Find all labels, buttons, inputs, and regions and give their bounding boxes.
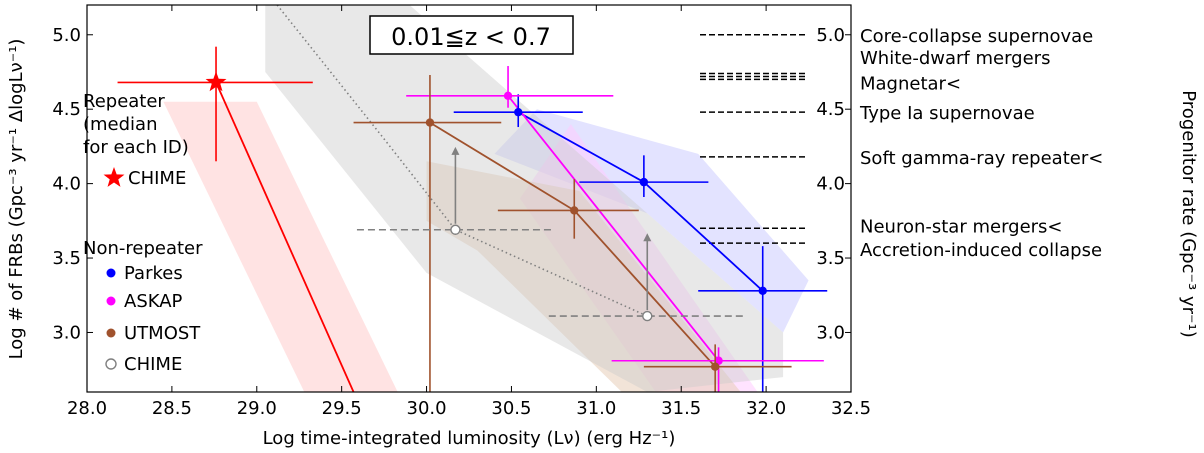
marker-dot-utmost [710,362,720,371]
legend-star-icon [103,167,125,187]
band-askap-ff00ff [519,124,758,392]
marker-dot-utmost [425,118,435,127]
progenitor-label: White-dwarf mergers [860,48,1050,69]
marker-dot-parkes [514,107,523,117]
progenitor-label: Type Ia supernovae [859,103,1035,124]
arrowhead-chime [451,146,460,155]
legend-open-circle-icon [105,358,117,370]
legend-label-repeater-chime: CHIME [128,168,186,189]
x-tick-label: 32.5 [831,398,871,419]
legend-label-askap: ASKAP [124,291,183,312]
legend-repeater-header: (median [83,114,158,135]
legend-label-chime: CHIME [124,354,182,375]
marker-dot-utmost [570,206,579,215]
x-tick-label: 30.0 [407,398,447,419]
legend-repeater-header: Repeater [83,91,165,112]
legend-label-utmost: UTMOST [124,323,201,344]
progenitor-label: Magnetar< [860,73,961,94]
plot-area [117,5,828,392]
y-tick-label-right: 3.5 [816,248,845,269]
x-tick-label: 32.0 [746,398,786,419]
x-tick-label: 28.5 [152,398,192,419]
title-box [369,15,574,55]
legend-dot-icon [106,296,116,306]
y-axis-label-right: Progenitor rate (Gpc⁻³ yr⁻¹) [1178,90,1199,337]
chart-title: 0.01≦z < 0.7 [391,23,551,51]
x-tick-label: 31.0 [576,398,616,419]
y-tick-label: 4.0 [52,174,81,195]
legend-nonrepeater-header: Non-repeater [83,238,203,259]
y-tick-label-right: 4.0 [816,174,845,195]
band-utmost-a0522d [426,161,741,392]
band-chime-808080 [265,5,784,392]
x-axis-label: Log time-integrated luminosity (Lν) (erg… [263,428,676,449]
legend-label-parkes: Parkes [124,263,183,284]
x-tick-label: 29.5 [322,398,362,419]
y-axis-label-left: Log # of FRBs (Gpc⁻³ yr⁻¹ ΔlogLν⁻¹) [6,39,27,360]
progenitor-label: Neuron-star mergers< [860,216,1063,237]
y-tick-label: 3.5 [52,248,81,269]
legend-dot-icon [106,328,116,338]
x-tick-label: 29.0 [237,398,277,419]
arrowhead-chime [643,233,652,242]
y-tick-label-right: 3.0 [816,322,845,343]
progenitor-label: Core-collapse supernovae [860,26,1093,47]
marker-dot-askap [503,91,513,100]
marker-dot-parkes [639,177,649,187]
marker-star-chime [205,71,227,92]
band-chime-ff0000 [163,101,398,392]
y-tick-label: 4.5 [52,99,81,120]
y-tick-label-right: 4.5 [816,99,845,120]
marker-open-chime [642,310,653,322]
y-tick-label: 3.0 [52,322,81,343]
repeater-fit-line [215,82,355,392]
legend-repeater-header: for each ID) [83,137,189,158]
progenitor-label: Accretion-induced collapse [860,240,1102,261]
plot-frame [86,4,852,393]
x-tick-label: 30.5 [491,398,531,419]
x-tick-label: 28.0 [67,398,107,419]
legend-dot-icon [106,268,116,278]
progenitor-label: Soft gamma-ray repeater< [860,148,1103,169]
marker-dot-parkes [758,286,767,295]
chime-dotted-line [276,5,648,317]
x-tick-label: 31.5 [661,398,701,419]
y-tick-label-right: 5.0 [816,25,845,46]
y-tick-label: 5.0 [52,25,81,46]
marker-open-chime [450,224,461,235]
